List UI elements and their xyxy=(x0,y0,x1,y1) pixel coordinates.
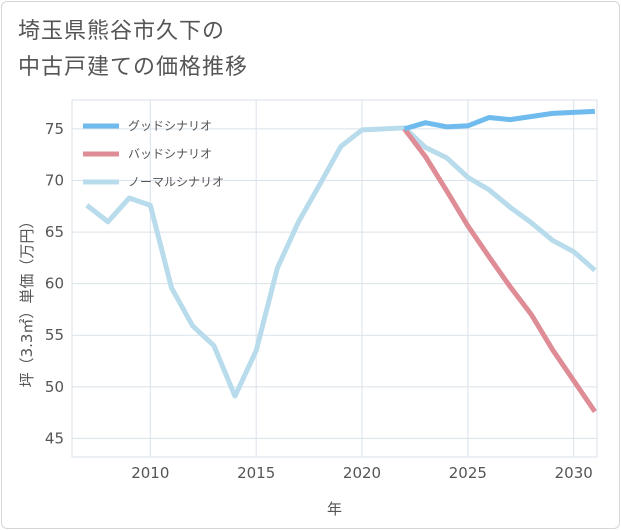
chart-title: 埼玉県熊谷市久下の 中古戸建ての価格推移 xyxy=(18,14,248,86)
y-axis-label: 坪（3.3㎡）単価（万円） xyxy=(18,214,36,388)
grid xyxy=(71,99,598,458)
chart-title-line2: 中古戸建ての価格推移 xyxy=(18,55,249,80)
series-line-0 xyxy=(403,108,596,132)
y-tick-label: 50 xyxy=(45,378,64,396)
legend-label-0: グッドシナリオ xyxy=(128,119,212,133)
y-tick-label: 65 xyxy=(45,223,64,241)
y-tick-label: 70 xyxy=(45,171,64,189)
x-tick-label: 2025 xyxy=(449,464,487,482)
series-line-1 xyxy=(402,127,597,414)
chart-title-line1: 埼玉県熊谷市久下の xyxy=(18,19,226,44)
series-lines xyxy=(85,108,597,414)
y-tick-label: 45 xyxy=(45,429,64,447)
x-tick-label: 2030 xyxy=(555,464,593,482)
series-line-2 xyxy=(85,125,597,399)
x-tick-label: 2020 xyxy=(343,464,381,482)
x-tick-label: 2010 xyxy=(131,464,169,482)
x-tick-label: 2015 xyxy=(237,464,275,482)
axes: 45 50 55 60 65 70 75 2010 2015 2020 2025 2030 xyxy=(45,120,593,482)
y-tick-label: 75 xyxy=(45,120,64,138)
legend-label-1: バッドシナリオ xyxy=(128,147,212,161)
y-tick-label: 55 xyxy=(45,326,64,344)
y-tick-label: 60 xyxy=(45,275,64,293)
plot-area xyxy=(71,99,598,458)
x-axis-label: 年 xyxy=(327,500,342,518)
legend-label-2: ノーマルシナリオ xyxy=(128,175,224,189)
